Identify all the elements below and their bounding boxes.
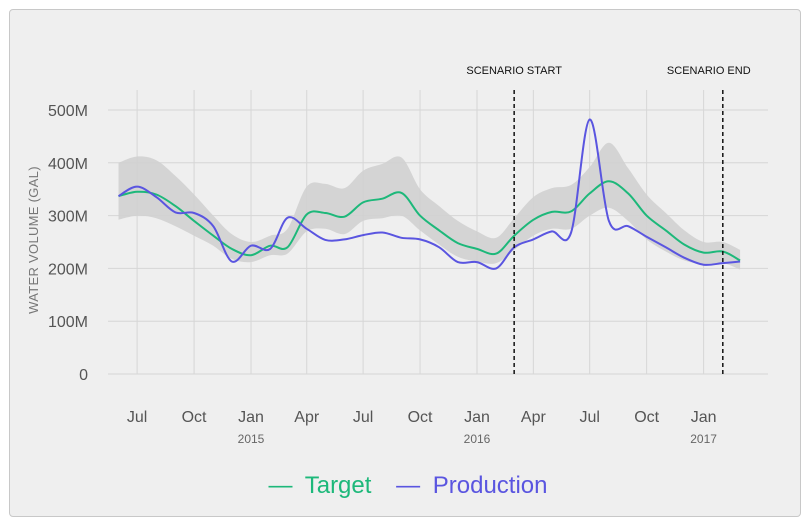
y-tick-label: 100M	[48, 314, 88, 331]
y-axis-label: WATER VOLUME (GAL)	[26, 166, 41, 314]
y-tick-label: 500M	[48, 103, 88, 120]
series-lines	[117, 118, 741, 270]
x-tick-label: Oct	[408, 409, 433, 426]
x-tick-label: Oct	[634, 409, 659, 426]
series-line-target	[118, 180, 741, 262]
series-line-production	[117, 118, 741, 270]
band-area	[118, 142, 741, 270]
y-tick-label: 200M	[48, 261, 88, 278]
x-tick-label: Jan	[691, 409, 717, 426]
x-tick-label: Jan	[464, 409, 490, 426]
legend-production-label: Production	[432, 472, 548, 499]
x-tick-label: Jul	[353, 409, 373, 426]
scenario-annotations: SCENARIO START SCENARIO END	[466, 65, 751, 374]
grid-lines	[108, 90, 768, 375]
scenario-label: SCENARIO END	[667, 65, 751, 77]
x-year-label: 2015	[238, 432, 265, 446]
x-year-label: 2016	[464, 432, 491, 446]
confidence-band	[118, 142, 741, 270]
legend-target-label: Target	[304, 472, 372, 499]
legend-production[interactable]: — Production	[390, 472, 547, 499]
legend-production-swatch: —	[396, 472, 421, 499]
scenario-label: SCENARIO START	[466, 65, 562, 77]
chart-card	[9, 9, 801, 517]
y-tick-label: 300M	[48, 209, 88, 226]
x-tick-label: Oct	[182, 409, 207, 426]
y-tick-label: 0	[79, 367, 88, 384]
x-tick-label: Jul	[127, 409, 147, 426]
y-tick-label: 400M	[48, 156, 88, 173]
axis-labels: 0 100M 200M 300M 400M 500M Jul Oct Jan 2015 Apr Jul…	[48, 103, 717, 446]
x-tick-label: Jan	[238, 409, 264, 426]
legend-target-swatch: —	[268, 472, 293, 499]
x-tick-label: Apr	[294, 409, 320, 426]
x-year-label: 2017	[690, 432, 717, 446]
legend-target[interactable]: — Target	[262, 472, 378, 499]
x-tick-label: Jul	[579, 409, 599, 426]
legend: — Target — Production	[0, 472, 810, 500]
x-tick-label: Apr	[521, 409, 547, 426]
